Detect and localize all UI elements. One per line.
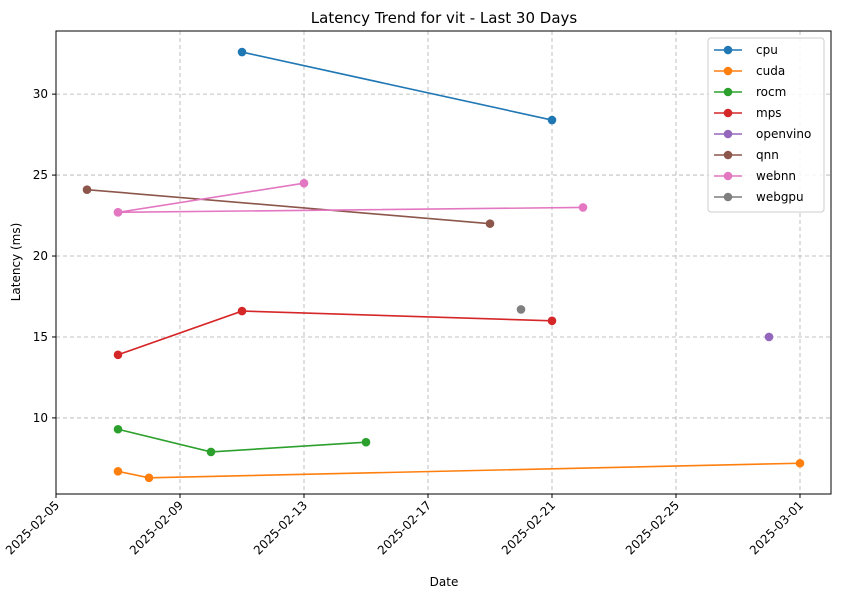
data-point-webgpu [516,305,526,314]
y-tick-label: 25 [33,168,48,182]
legend-marker [723,192,733,202]
y-tick-label: 10 [33,411,48,425]
data-point-cuda [795,458,805,468]
x-tick-label: 2025-02-25 [623,498,682,557]
plot-frame [55,30,832,495]
legend-item-webnn: webnn [714,169,796,183]
data-point-webnn [299,178,309,188]
x-axis-ticks: 2025-02-05 2025-02-09 2025-02-13 2025-02-17… [3,494,806,557]
x-tick-label: 2025-03-01 [747,498,806,557]
legend-marker [723,66,733,76]
series-line-mps [117,310,553,356]
legend-item-mps: mps [714,106,782,120]
data-point-webnn [578,203,588,212]
series-mps [113,306,557,360]
x-tick-label: 2025-02-09 [127,498,186,557]
series-openvino [764,332,774,342]
legend-marker [723,108,733,118]
legend-label: rocm [756,85,786,99]
data-point-qnn [485,219,495,228]
series-line-rocm [117,428,367,453]
legend-label: cuda [756,64,785,78]
data-point-qnn [82,185,92,194]
data-point-webnn [113,208,123,217]
legend-item-openvino: openvino [714,127,811,141]
x-axis-label: Date [430,575,459,589]
legend-label: qnn [756,148,779,162]
legend-label: webgpu [756,190,804,204]
legend-label: webnn [756,169,796,183]
series-line-cuda [117,462,801,479]
legend-marker [723,129,733,139]
legend-item-rocm: rocm [714,85,786,99]
series-line-cpu [241,51,553,121]
y-axis-label: Latency (ms) [9,223,23,302]
data-point-mps [547,316,557,326]
data-point-cuda [144,473,154,483]
x-tick-label: 2025-02-17 [375,498,434,557]
legend-item-qnn: qnn [714,148,779,162]
series-cuda [113,458,805,483]
data-point-mps [113,350,123,360]
y-axis-ticks: 10 15 20 25 30 [33,87,56,425]
series-cpu [237,47,557,125]
legend-item-webgpu: webgpu [714,190,804,204]
data-point-cuda [113,467,123,476]
legend-label: cpu [756,43,778,57]
legend: cpu cuda rocm mps openvino qnn webnn webgpu [707,37,825,213]
legend-marker [723,87,733,97]
x-tick-label: 2025-02-13 [251,498,310,557]
chart-title: Latency Trend for vit - Last 30 Days [311,9,578,27]
legend-box [707,37,825,213]
x-tick-label: 2025-02-21 [499,498,558,557]
series-line-qnn [86,188,491,225]
legend-label: openvino [756,127,811,141]
series-webnn [113,178,588,217]
legend-item-cuda: cuda [714,64,785,78]
data-point-rocm [206,447,216,457]
series-rocm [113,424,371,457]
legend-marker [723,45,733,55]
y-tick-label: 30 [33,87,48,101]
grid-lines [55,31,831,494]
y-tick-label: 20 [33,249,48,263]
series-qnn [82,185,495,228]
legend-marker [723,150,733,160]
data-point-mps [237,306,247,316]
data-point-rocm [361,437,371,447]
legend-label: mps [756,106,782,120]
data-point-openvino [764,332,774,342]
data-point-cpu [547,115,557,125]
x-tick-label: 2025-02-05 [3,498,62,557]
series-line-webnn [117,182,584,214]
y-tick-label: 15 [33,330,48,344]
data-point-cpu [237,47,247,57]
legend-marker [723,171,733,181]
data-point-rocm [113,424,123,434]
series-group [82,47,805,483]
series-webgpu [516,305,526,314]
legend-item-cpu: cpu [714,43,778,57]
